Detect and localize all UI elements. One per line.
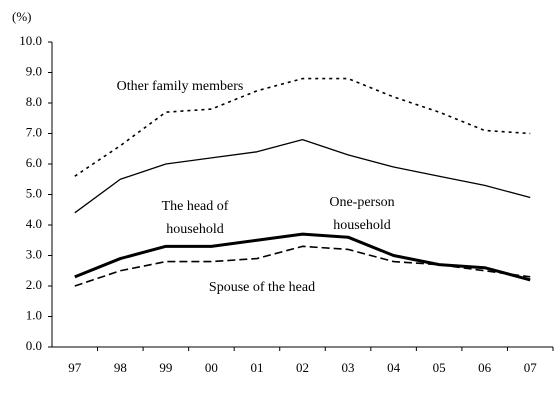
x-tick-label: 97 — [68, 360, 82, 375]
x-tick-label: 98 — [114, 360, 127, 375]
y-tick-label: 5.0 — [26, 185, 42, 200]
x-tick-label: 00 — [205, 360, 218, 375]
y-tick-label: 8.0 — [26, 94, 42, 109]
x-tick-label: 07 — [524, 360, 538, 375]
y-tick-label: 7.0 — [26, 124, 42, 139]
y-tick-label: 2.0 — [26, 277, 42, 292]
series-line — [74, 77, 531, 177]
y-tick-label: 1.0 — [26, 307, 42, 322]
x-tick-label: 03 — [342, 360, 355, 375]
x-tick-label: 05 — [433, 360, 446, 375]
series-label: Other family members — [116, 78, 244, 94]
series-label: Spouse of the head — [208, 279, 316, 295]
y-axis-label: (%) — [12, 9, 32, 24]
x-tick-label: 01 — [250, 360, 263, 375]
x-tick-label: 99 — [159, 360, 172, 375]
y-tick-label: 3.0 — [26, 246, 42, 261]
x-tick-label: 06 — [478, 360, 492, 375]
y-tick-label: 0.0 — [26, 338, 42, 353]
series-line — [74, 232, 531, 282]
series-line — [74, 138, 531, 214]
series-label: One-person household — [329, 195, 395, 233]
y-tick-label: 10.0 — [19, 33, 42, 48]
x-tick-label: 02 — [296, 360, 309, 375]
y-tick-label: 4.0 — [26, 216, 42, 231]
y-tick-label: 9.0 — [26, 63, 42, 78]
x-tick-label: 04 — [387, 360, 401, 375]
series-label: The head of household — [161, 199, 229, 237]
y-tick-label: 6.0 — [26, 155, 42, 170]
series-line — [74, 245, 531, 287]
